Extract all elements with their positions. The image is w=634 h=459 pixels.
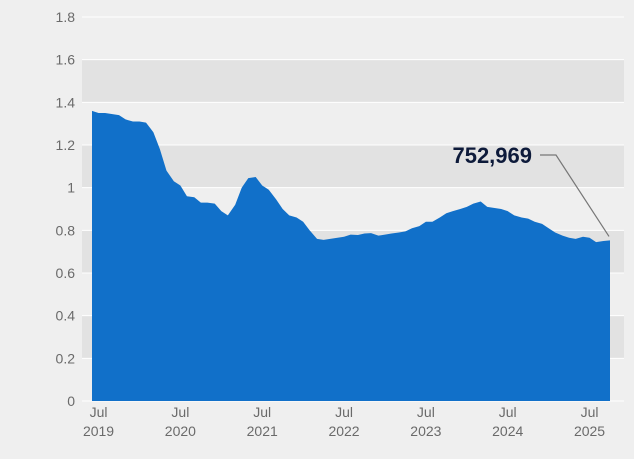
x-tick-label-year: 2024 [492,423,523,439]
y-tick-label: 0.4 [56,308,76,324]
y-tick-label: 0.6 [56,265,76,281]
x-tick-label-month: Jul [253,404,271,420]
x-tick-label-month: Jul [581,404,599,420]
y-tick-label: 1.6 [56,52,76,68]
series-area-fill [92,110,610,402]
callout-leader-line [540,154,610,237]
y-tick-label: 0 [67,393,75,409]
y-tick-label: 1.4 [56,94,76,110]
x-axis: Jul 2019 Jul 2020 Jul 2021 Jul 2022 Jul 2023 Jul 20… [83,404,605,439]
callout-value-label: 752,969 [452,143,532,168]
x-tick-label-year: 2019 [83,423,114,439]
x-tick-label-year: 2023 [410,423,441,439]
x-tick-label-year: 2021 [247,423,278,439]
series-area [92,110,610,402]
x-tick-label-year: 2020 [165,423,196,439]
x-tick-label-month: Jul [171,404,189,420]
y-tick-label: 0.2 [56,350,76,366]
y-tick-label: 0.8 [56,222,76,238]
x-tick-label-year: 2025 [574,423,605,439]
x-tick-label-month: Jul [90,404,108,420]
x-tick-label-month: Jul [417,404,435,420]
x-tick-label-year: 2022 [328,423,359,439]
background-band [82,59,624,103]
x-tick-label-month: Jul [335,404,353,420]
y-tick-label: 1.8 [56,9,76,25]
y-axis: 0 0.2 0.4 0.6 0.8 1 1.2 1.4 1.6 1.8 [56,9,76,409]
callout-annotation: 752,969 [452,143,610,237]
y-tick-label: 1 [67,180,75,196]
y-tick-label: 1.2 [56,137,76,153]
x-tick-label-month: Jul [499,404,517,420]
